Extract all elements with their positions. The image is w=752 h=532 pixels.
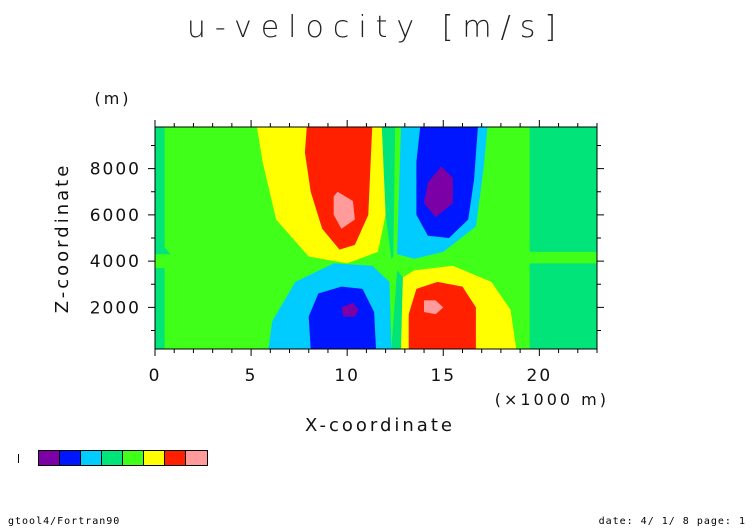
contour-region-15 — [341, 302, 359, 317]
contour-region-17 — [408, 281, 476, 349]
y-tick-label: 6000 — [90, 206, 141, 226]
y-axis-label: Z-coordinate — [52, 163, 73, 314]
footer-right: date: 4/ 1/ 8 page: 1 — [598, 516, 746, 527]
colorbar-cell-1 — [60, 451, 81, 465]
colorbar-cell-7 — [186, 451, 207, 465]
axis-labels: 0 5 10 15 20 2000 4000 6000 8000 X-coordinate (×10… — [52, 89, 609, 436]
colorbar-cell-4 — [123, 451, 144, 465]
contour-region-2 — [529, 127, 597, 252]
colorbar-cell-3 — [102, 451, 123, 465]
contour-plot: 0 5 10 15 20 2000 4000 6000 8000 X-coordinate (×10… — [52, 89, 609, 436]
contour-regions — [155, 127, 597, 349]
x-tick-label: 10 — [334, 366, 360, 386]
contour-region-8 — [304, 127, 373, 250]
x-tick-label: 5 — [245, 366, 258, 386]
y-unit-label: (m) — [94, 89, 131, 108]
y-tick-label: 2000 — [90, 298, 141, 318]
x-tick-label: 20 — [527, 366, 553, 386]
contour-region-3 — [529, 263, 597, 349]
x-axis-label: X-coordinate — [305, 415, 455, 436]
footer-left: gtool4/Fortran90 — [8, 516, 121, 527]
y-tick-label: 8000 — [90, 160, 141, 180]
colorbar-cell-0 — [39, 451, 60, 465]
x-unit-label: (×1000 m) — [495, 390, 609, 409]
colorbar-tick — [18, 454, 19, 463]
axis-ticks — [148, 120, 604, 356]
contour-region-5 — [381, 127, 396, 259]
contour-region-18 — [424, 300, 444, 315]
x-tick-label: 15 — [430, 366, 456, 386]
contour-region-1 — [155, 127, 171, 255]
colorbar — [38, 450, 208, 466]
colorbar-cell-6 — [165, 451, 186, 465]
colorbar-cell-2 — [81, 451, 102, 465]
contour-region-9 — [333, 191, 355, 229]
x-tick-label: 0 — [149, 366, 162, 386]
y-tick-label: 4000 — [90, 252, 141, 272]
colorbar-cell-5 — [144, 451, 165, 465]
contour-region-6 — [391, 270, 403, 349]
chart-title: u-velocity [m/s] — [186, 10, 566, 45]
contour-region-4 — [155, 268, 165, 349]
contour-region-12 — [424, 166, 453, 218]
contour-region-14 — [308, 286, 376, 349]
